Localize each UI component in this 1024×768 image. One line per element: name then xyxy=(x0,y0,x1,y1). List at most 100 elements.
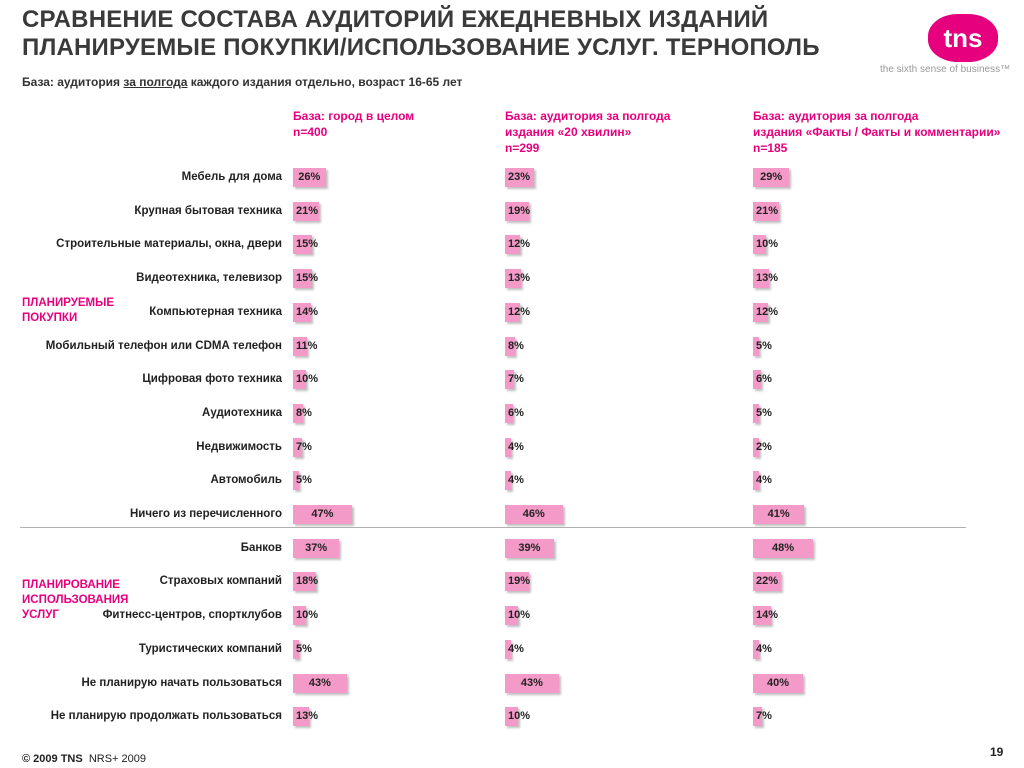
section-label-line: ИСПОЛЬЗОВАНИЯ xyxy=(22,594,129,607)
bar xyxy=(505,437,511,457)
bar xyxy=(505,370,514,390)
bar xyxy=(505,606,518,626)
bar xyxy=(293,403,303,423)
bar xyxy=(505,403,513,423)
page-number: 19 xyxy=(990,745,1004,759)
data-label: 14% xyxy=(296,305,319,318)
category-label: Мобильный телефон или CDMA телефон xyxy=(45,339,282,352)
data-label: 21% xyxy=(296,204,319,217)
series-header-line: n=400 xyxy=(293,125,328,139)
category-label: Мебель для дома xyxy=(181,171,282,183)
title-line-2: ПЛАНИРУЕМЫЕ ПОКУПКИ/ИСПОЛЬЗОВАНИЕ УСЛУГ.… xyxy=(22,34,820,61)
series-header-line: издания «Факты / Факты и комментарии» xyxy=(753,125,1001,139)
data-label: 19% xyxy=(508,575,531,588)
logo-tagline: the sixth sense of business™ xyxy=(880,64,1011,75)
section-label-line: УСЛУГ xyxy=(22,609,59,622)
section-label-line: ПОКУПКИ xyxy=(22,311,78,324)
bar xyxy=(753,235,766,255)
data-label: 5% xyxy=(756,406,772,419)
series-header-2: База: аудитория за полгода издания «20 хв… xyxy=(505,108,670,156)
bar xyxy=(753,606,771,626)
bar xyxy=(293,370,306,390)
data-label: 4% xyxy=(508,642,524,655)
bar xyxy=(505,471,511,491)
data-label: 10% xyxy=(296,609,319,622)
bar xyxy=(293,235,312,255)
category-label: Не планирую начать пользоваться xyxy=(81,676,282,689)
series-header-line: База: аудитория за полгода xyxy=(753,109,919,123)
data-label: 26% xyxy=(298,171,321,183)
bar xyxy=(753,269,770,289)
data-label: 5% xyxy=(296,642,312,655)
bar xyxy=(753,673,803,693)
bar xyxy=(293,606,306,626)
bar xyxy=(753,302,768,322)
bar xyxy=(753,639,759,659)
section-divider xyxy=(20,527,966,528)
category-label: Недвижимость xyxy=(196,440,282,453)
data-label: 4% xyxy=(508,440,524,453)
bar xyxy=(293,302,311,322)
bar xyxy=(505,235,520,255)
data-label: 6% xyxy=(756,373,772,386)
data-label: 18% xyxy=(296,575,319,588)
data-label: 7% xyxy=(296,440,312,453)
bar xyxy=(753,168,790,187)
bar xyxy=(753,201,780,221)
series-header-3: База: аудитория за полгода издания «Факты… xyxy=(753,108,1000,156)
data-label: 8% xyxy=(508,339,524,352)
series-header-line: издания «20 хвилин» xyxy=(505,125,632,139)
category-label: Страховых компаний xyxy=(159,575,282,588)
bar xyxy=(505,336,515,356)
data-label: 39% xyxy=(518,541,541,554)
data-label: 5% xyxy=(756,339,772,352)
data-label: 10% xyxy=(756,238,779,251)
logo-text: tns xyxy=(943,22,983,53)
data-label: 23% xyxy=(508,171,531,183)
series-header-line: База: аудитория за полгода xyxy=(505,109,671,123)
base-prefix: База: аудитория xyxy=(22,75,124,89)
bar xyxy=(753,707,762,727)
data-label: 40% xyxy=(766,676,790,689)
data-label: 43% xyxy=(308,676,331,689)
section-label-line: ПЛАНИРОВАНИЕ xyxy=(22,579,120,592)
category-label: Автомобиль xyxy=(210,474,282,487)
bar xyxy=(293,572,316,592)
bar xyxy=(505,201,529,221)
tns-logo: tns xyxy=(928,14,998,62)
data-label: 13% xyxy=(756,272,779,285)
data-label: 19% xyxy=(508,204,531,217)
bar xyxy=(753,505,805,524)
data-label: 13% xyxy=(508,272,531,285)
data-label: 47% xyxy=(311,508,334,520)
bar xyxy=(505,505,563,524)
data-label: 2% xyxy=(756,440,772,453)
bar xyxy=(293,168,326,187)
slide-title: СРАВНЕНИЕ СОСТАВА АУДИТОРИЙ ЕЖЕДНЕВНЫХ И… xyxy=(22,6,820,62)
footer-copyright: © 2009 TNS xyxy=(22,753,83,765)
data-label: 10% xyxy=(296,373,319,386)
bar xyxy=(293,505,352,524)
category-label: Цифровая фото техника xyxy=(142,373,282,386)
data-label: 7% xyxy=(756,710,772,723)
section-label-1: ПЛАНИРУЕМЫЕ ПОКУПКИ xyxy=(22,296,114,326)
section-label-2: ПЛАНИРОВАНИЕ ИСПОЛЬЗОВАНИЯ УСЛУГ xyxy=(22,578,128,623)
data-label: 37% xyxy=(305,541,328,554)
bar xyxy=(505,707,518,727)
bar xyxy=(505,673,559,693)
bar xyxy=(505,168,534,187)
bar xyxy=(753,538,813,558)
bar xyxy=(293,437,302,457)
data-label: 4% xyxy=(508,474,524,487)
data-label: 14% xyxy=(756,609,779,622)
data-label: 13% xyxy=(296,710,319,723)
bar xyxy=(753,572,781,592)
category-label: Строительные материалы, окна, двери xyxy=(56,238,282,251)
bar xyxy=(293,336,307,356)
bar xyxy=(753,336,760,356)
category-label: Аудиотехника xyxy=(202,406,282,419)
bar xyxy=(753,370,761,390)
bar xyxy=(505,269,522,289)
bar xyxy=(293,639,300,659)
category-label: Туристических компаний xyxy=(138,642,282,655)
